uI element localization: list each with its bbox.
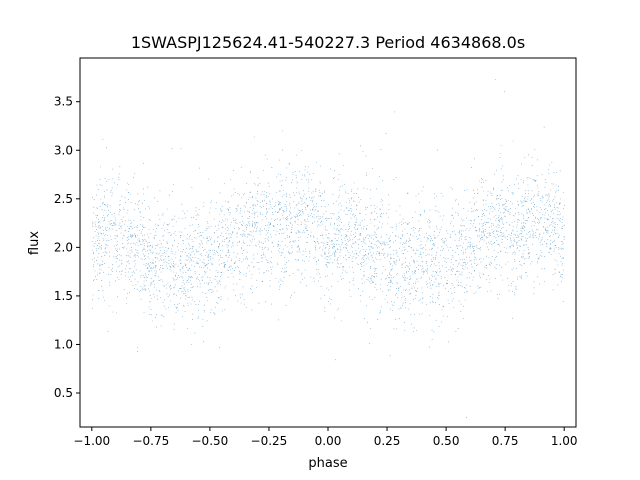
x-tick-label: −0.75 (132, 434, 169, 448)
x-axis-label: phase (308, 456, 347, 471)
y-tick-label: 2.5 (54, 192, 73, 206)
y-axis-ticks: 0.5 1.0 1.5 2.0 2.5 3.0 3.5 (54, 95, 80, 400)
y-tick-label: 3.0 (54, 143, 73, 157)
x-tick-label: −0.25 (251, 434, 288, 448)
y-axis-label: flux (27, 231, 42, 255)
x-tick-label: −0.50 (192, 434, 229, 448)
chart-title: 1SWASPJ125624.41-540227.3 Period 4634868… (131, 33, 525, 52)
y-tick-label: 0.5 (54, 386, 73, 400)
y-tick-label: 2.0 (54, 240, 73, 254)
x-tick-label: −1.00 (73, 434, 110, 448)
x-axis-ticks: −1.00 −0.75 −0.50 −0.25 0.00 0.25 0.50 0.75 1.00 (73, 427, 578, 448)
x-tick-label: 0.25 (374, 434, 401, 448)
y-tick-label: 3.5 (54, 95, 73, 109)
y-tick-label: 1.5 (54, 289, 73, 303)
y-tick-label: 1.0 (54, 337, 73, 351)
x-tick-label: 1.00 (551, 434, 578, 448)
scatter-point-cloud (91, 79, 565, 418)
x-tick-label: 0.50 (433, 434, 460, 448)
x-tick-label: 0.00 (315, 434, 342, 448)
x-tick-label: 0.75 (492, 434, 519, 448)
scatter-points (91, 79, 565, 418)
